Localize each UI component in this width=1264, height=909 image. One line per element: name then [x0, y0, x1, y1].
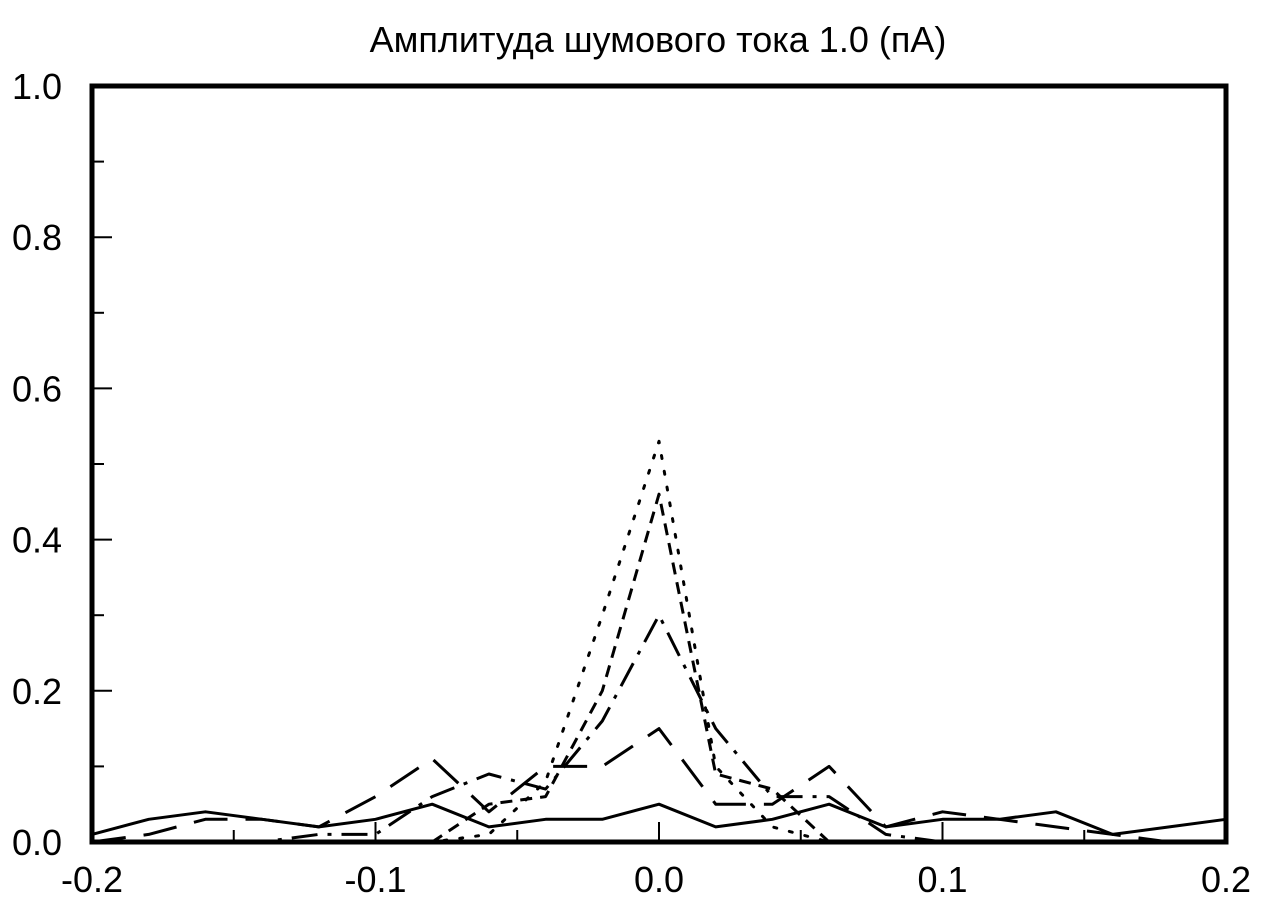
x-tick-label: -0.1 [344, 859, 406, 900]
x-tick-label: -0.2 [61, 859, 123, 900]
series-dotted-line [90, 439, 1228, 844]
y-axis: 0.0 0.2 0.4 0.6 0.8 1.0 [12, 66, 112, 863]
x-tick-label: 0.1 [917, 859, 967, 900]
series-solid-line [91, 802, 1227, 836]
x-tick-label: 0.0 [634, 859, 684, 900]
plot-frame [89, 83, 1229, 845]
y-tick-label: 0.2 [12, 671, 62, 712]
y-tick-label: 0.8 [12, 217, 62, 258]
series-long-dash-line [91, 727, 1226, 844]
y-tick-label: 0.6 [12, 368, 62, 409]
series-layer [90, 439, 1228, 844]
x-axis: -0.2 -0.1 0.0 0.1 0.2 [61, 822, 1251, 900]
y-tick-label: 0.0 [12, 822, 62, 863]
chart-title: Амплитуда шумового тока 1.0 (пА) [370, 19, 947, 60]
x-tick-label: 0.2 [1201, 859, 1251, 900]
series-short-dash-line [92, 492, 1226, 844]
y-tick-label: 0.4 [12, 520, 62, 561]
y-tick-label: 1.0 [12, 66, 62, 107]
